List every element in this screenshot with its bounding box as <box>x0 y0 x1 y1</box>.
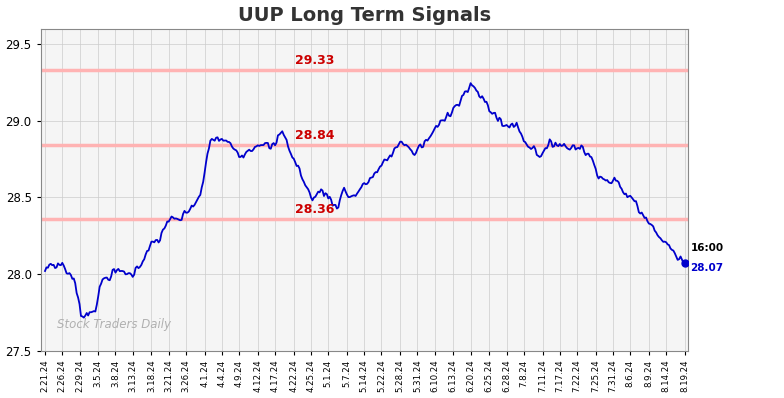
Text: 28.07: 28.07 <box>691 263 724 273</box>
Text: 28.36: 28.36 <box>295 203 334 216</box>
Title: UUP Long Term Signals: UUP Long Term Signals <box>238 6 491 25</box>
Text: 29.33: 29.33 <box>295 54 334 67</box>
Text: 28.84: 28.84 <box>295 129 334 142</box>
Text: 16:00: 16:00 <box>691 243 724 253</box>
Text: Stock Traders Daily: Stock Traders Daily <box>57 318 171 332</box>
